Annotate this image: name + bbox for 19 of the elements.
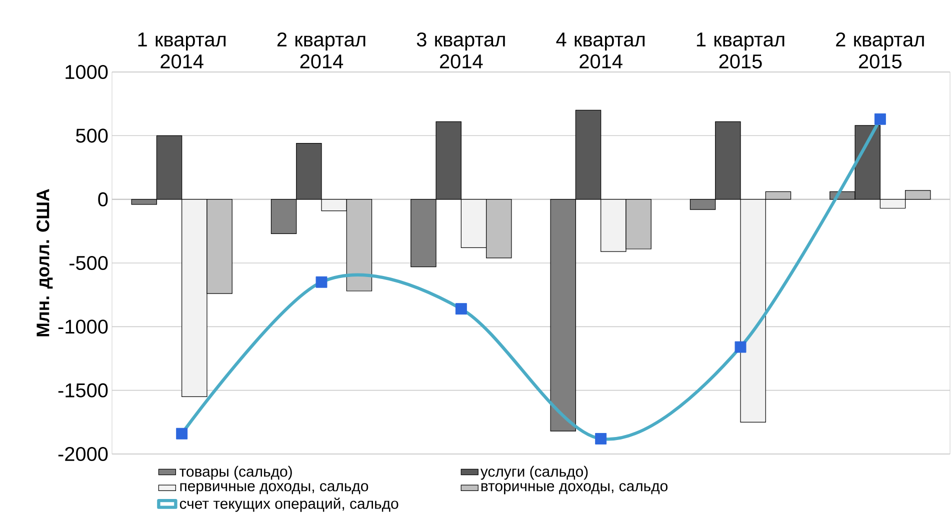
y-tick-label: 0 [98, 192, 108, 206]
y-axis-title: Млн. долл. США [36, 188, 53, 336]
y-tick-label: -2000 [58, 446, 108, 462]
legend-label: товары (сальдо) [180, 466, 292, 480]
x-tick-label: 1 квартал 2015 [696, 32, 784, 68]
x-tick-label: 4 квартал 2014 [556, 32, 645, 68]
x-tick-label: 2 квартал 2015 [836, 32, 924, 68]
y-tick-label: -500 [69, 256, 108, 270]
y-tick-label: 1000 [66, 64, 108, 80]
legend-label: вторичные доходы, сальдо [481, 483, 668, 494]
legend-label: услуги (сальдо) [480, 466, 588, 480]
x-tick-label: 1 квартал 2014 [138, 32, 226, 68]
y-tick-label: 500 [76, 128, 108, 143]
y-tick-label: -1000 [58, 320, 108, 334]
y-tick-label: -1500 [58, 383, 108, 398]
legend-label: первичные доходы, сальдо [180, 483, 368, 494]
x-tick-label: 3 квартал 2014 [416, 32, 505, 68]
legend-label: счет текущих операций, сальдо [180, 498, 398, 512]
x-tick-label: 2 квартал 2014 [277, 32, 366, 68]
